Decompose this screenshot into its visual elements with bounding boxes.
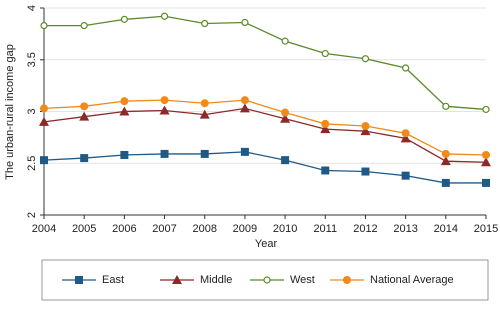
legend-marker [172, 275, 182, 284]
y-tick-label: 2.5 [26, 156, 38, 171]
legend-label: National Average [370, 274, 454, 286]
legend-marker [263, 276, 271, 284]
data-point [402, 64, 410, 72]
legend-box [41, 259, 489, 301]
data-point [281, 156, 290, 165]
x-tick-label: 2004 [32, 223, 56, 235]
x-tick-label: 2007 [152, 223, 176, 235]
data-point [200, 99, 209, 108]
data-point [280, 113, 291, 123]
data-point [239, 103, 250, 113]
data-point [160, 149, 169, 158]
data-point [40, 21, 48, 30]
data-point [79, 111, 90, 121]
legend-label: West [290, 274, 315, 286]
x-tick-label: 2006 [112, 223, 136, 235]
x-axis-label: Year [255, 238, 278, 250]
data-point [320, 124, 331, 134]
data-point [200, 149, 209, 158]
data-point [201, 19, 209, 28]
data-point [281, 37, 289, 45]
data-point [40, 104, 48, 113]
series-line [43, 107, 487, 163]
x-tick-label: 2015 [474, 223, 498, 235]
data-point [80, 154, 89, 163]
data-point [482, 150, 490, 159]
data-point [441, 149, 450, 158]
data-point [441, 178, 450, 187]
data-point [120, 97, 129, 106]
data-point [281, 108, 290, 117]
legend-marker [75, 276, 83, 284]
y-tick-label: 4 [26, 5, 38, 11]
data-point [39, 116, 49, 126]
data-point [440, 156, 451, 166]
data-point [442, 102, 450, 110]
y-axis-label: The urban-rural income gap [4, 44, 16, 180]
x-tick-label: 2010 [273, 223, 297, 235]
data-point [160, 96, 169, 105]
data-point [119, 106, 130, 116]
x-tick-label: 2005 [72, 223, 96, 235]
data-point [160, 12, 169, 20]
data-point [481, 157, 491, 167]
x-tick-label: 2011 [313, 223, 337, 235]
data-point [482, 178, 490, 187]
data-point [240, 96, 249, 105]
data-point [401, 171, 410, 180]
data-point [199, 109, 210, 119]
legend-marker [343, 276, 351, 284]
data-point [240, 147, 249, 156]
data-point [482, 105, 490, 114]
data-point [80, 102, 89, 111]
data-point [40, 156, 48, 165]
legend-label: Middle [200, 274, 232, 286]
data-point [159, 105, 170, 115]
data-point [360, 126, 371, 136]
x-tick-label: 2008 [192, 223, 216, 235]
y-tick-label: 3 [26, 108, 38, 114]
x-tick-label: 2014 [434, 223, 458, 235]
x-tick-label: 2013 [393, 223, 417, 235]
data-point [80, 21, 88, 30]
data-point [401, 129, 410, 138]
data-point [321, 49, 329, 58]
data-point [321, 166, 330, 175]
legend-label: East [102, 274, 124, 286]
series-line [43, 151, 486, 184]
data-point [361, 167, 370, 176]
data-point [120, 15, 128, 23]
data-point [361, 121, 370, 130]
series-line [44, 15, 487, 111]
data-point [241, 18, 249, 27]
data-point [361, 55, 370, 63]
series-line [43, 99, 487, 156]
data-point [321, 119, 330, 128]
y-tick-label: 2 [26, 212, 38, 218]
y-tick-label: 3.5 [26, 52, 38, 67]
data-point [400, 133, 411, 143]
x-tick-label: 2009 [233, 223, 257, 235]
data-point [120, 150, 129, 159]
x-tick-label: 2012 [353, 223, 377, 235]
